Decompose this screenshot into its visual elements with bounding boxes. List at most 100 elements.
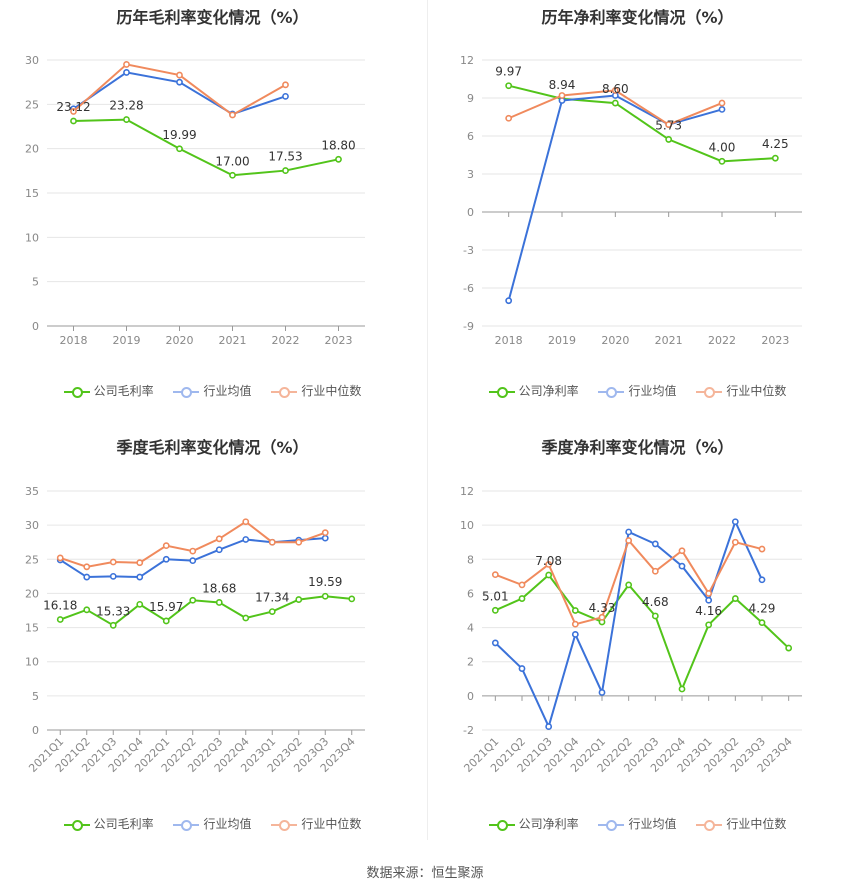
data-point-industry-average: [242, 536, 250, 543]
data-point-industry-average: [571, 630, 579, 638]
data-point-company: [162, 617, 170, 625]
data-point-company: [518, 595, 526, 602]
x-tick-label: 2020: [166, 334, 194, 347]
y-tick-label: 0: [32, 724, 39, 737]
legend-item-industry-median[interactable]: 行业中位数: [271, 815, 361, 832]
data-point-company: [545, 571, 553, 579]
data-label: 5.73: [655, 118, 682, 132]
data-point-industry-median: [571, 620, 579, 628]
data-point-industry-median: [109, 558, 117, 566]
data-point-industry-median: [678, 547, 686, 555]
legend-item-industry-median[interactable]: 行业中位数: [696, 815, 786, 832]
data-point-company: [678, 685, 686, 693]
data-source-note: 数据来源：恒生聚源: [366, 866, 484, 881]
data-point-company: [785, 644, 793, 652]
y-tick-label: -6: [463, 282, 474, 295]
data-point-industry-average: [545, 723, 553, 730]
quarterly-net-margin-chart: 季度净利率变化情况（%） -2 0 2 4 6 8 10 12 2021Q1 2021Q2 2021…: [425, 430, 850, 860]
y-tick-label: 25: [25, 553, 39, 566]
data-point-company: [335, 155, 342, 163]
data-point-industry-median: [295, 538, 303, 546]
chart-plot: 051015202530352021Q12021Q22021Q32021Q420…: [25, 485, 365, 775]
x-tick-label: 2018: [495, 334, 523, 347]
series-line-company: [494, 573, 790, 692]
y-tick-label: 12: [460, 485, 474, 498]
legend-item-industry-average[interactable]: 行业均值: [173, 382, 252, 399]
y-tick-label: 30: [25, 519, 39, 532]
x-tick-label: 2019: [548, 334, 576, 347]
series-line-industry-average: [72, 71, 286, 116]
legend-item-industry-average[interactable]: 行业均值: [598, 815, 677, 832]
chart-legend[interactable]: 公司毛利率 行业均值 行业中位数: [0, 382, 425, 399]
data-point-company: [758, 619, 766, 627]
data-point-company: [571, 607, 579, 614]
legend-item-company[interactable]: 公司净利率: [488, 815, 579, 832]
data-point-company: [109, 621, 117, 629]
data-point-industry-average: [491, 639, 499, 647]
data-point-industry-average: [625, 528, 633, 536]
data-point-company: [83, 606, 91, 614]
data-point-company: [295, 596, 303, 603]
data-point-industry-average: [83, 573, 91, 581]
data-point-industry-median: [651, 567, 659, 575]
data-label: 18.80: [321, 138, 355, 152]
legend-item-company[interactable]: 公司毛利率: [63, 382, 154, 399]
data-point-industry-average: [518, 665, 526, 672]
legend-item-industry-median[interactable]: 行业中位数: [696, 382, 786, 399]
data-point-industry-average: [176, 78, 183, 86]
data-point-industry-median: [189, 547, 197, 555]
legend-item-industry-median[interactable]: 行业中位数: [271, 382, 361, 399]
chart-legend[interactable]: 公司净利率 行业均值 行业中位数: [425, 815, 850, 832]
y-tick-label: 10: [460, 519, 474, 532]
legend-item-company[interactable]: 公司毛利率: [63, 815, 154, 832]
chart-title: 季度毛利率变化情况（%）: [116, 438, 309, 457]
data-label: 9.97: [495, 65, 522, 79]
y-tick-label: 30: [25, 54, 39, 67]
data-point-industry-median: [229, 111, 236, 119]
data-point-company: [123, 116, 130, 123]
data-point-industry-median: [665, 121, 673, 128]
y-tick-label: -3: [463, 244, 474, 257]
data-point-company: [176, 145, 183, 153]
data-point-industry-average: [598, 689, 606, 696]
data-point-company: [651, 612, 659, 620]
series-line-company: [73, 118, 339, 177]
annual-gross-margin-chart: 历年毛利率变化情况（%） 0 5 10 15 20 25 30 2018 2019 2020 202…: [0, 0, 425, 430]
y-tick-label: 8: [467, 553, 474, 566]
chart-legend[interactable]: 公司毛利率 行业均值 行业中位数: [0, 815, 425, 832]
data-point-company: [189, 596, 197, 604]
data-point-company: [348, 595, 356, 603]
data-label: 4.16: [695, 604, 722, 618]
data-label: 23.28: [109, 99, 143, 113]
data-point-company: [705, 621, 713, 629]
y-tick-label: 3: [467, 168, 474, 181]
y-tick-label: 10: [25, 231, 39, 244]
data-point-company: [718, 157, 726, 165]
chart-plot: 0 5 10 15 20 25 30 2018 2019 2020 2021 2022 2023 23.1…: [25, 54, 365, 347]
data-point-industry-average: [505, 297, 513, 305]
y-tick-label: 35: [25, 485, 39, 498]
y-tick-label: -9: [463, 320, 474, 333]
data-point-company: [215, 599, 223, 606]
data-point-industry-median: [718, 99, 726, 107]
data-point-industry-median: [731, 538, 739, 546]
data-point-industry-average: [162, 555, 170, 563]
legend-item-industry-average[interactable]: 行业均值: [173, 815, 252, 832]
data-point-company: [505, 82, 513, 90]
data-point-industry-average: [189, 557, 197, 565]
data-label: 15.33: [96, 604, 130, 618]
chart-legend[interactable]: 公司净利率 行业均值 行业中位数: [425, 382, 850, 399]
data-point-industry-median: [242, 518, 250, 526]
data-point-industry-average: [282, 92, 289, 100]
data-point-industry-median: [83, 563, 91, 571]
data-point-industry-median: [176, 71, 183, 79]
legend-item-company[interactable]: 公司净利率: [488, 382, 579, 399]
series-line-company: [59, 595, 352, 627]
data-point-company: [282, 167, 289, 174]
legend-item-industry-average[interactable]: 行业均值: [598, 382, 677, 399]
x-tick-label: 2023: [761, 334, 789, 347]
chart-plot: -9 -6 -3 0 3 6 9 12 2018 2019 2020 2021 2022 2023 9.97…: [460, 54, 802, 347]
x-tick-label: 2018: [60, 334, 88, 347]
data-point-industry-median: [282, 81, 289, 89]
data-point-company: [731, 595, 739, 602]
